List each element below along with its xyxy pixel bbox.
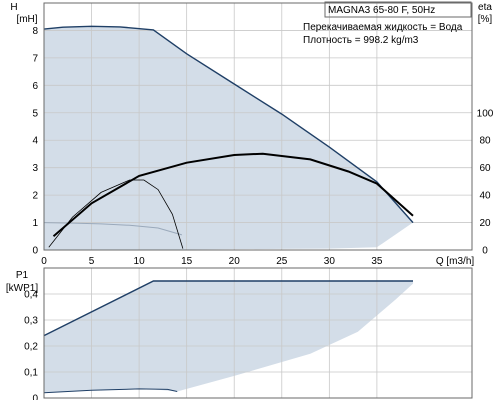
top-plot-frame [43, 2, 473, 251]
y-tick-label: 8 [32, 26, 38, 37]
x-tick-label: 30 [324, 256, 336, 267]
y2-tick-label: 40 [479, 191, 491, 202]
operating-area [44, 26, 414, 251]
power-area [44, 281, 414, 393]
y-tick-label: 4 [32, 136, 38, 147]
y-axis-label-p1: P1 [16, 270, 29, 281]
y-tick-label: 6 [32, 81, 38, 92]
y-tick-label: 3 [32, 163, 38, 174]
p1-tick-label: 0,1 [24, 368, 38, 379]
bottom-chart-header: P1 [kWP1] [6, 270, 38, 294]
x-tick-label: 20 [229, 256, 241, 267]
top-chart-header: H [mH] eta [%] [10, 2, 492, 25]
p1-tick-label: 0,2 [24, 342, 38, 353]
p1-tick-label: 0,3 [24, 316, 38, 327]
y2-tick-label: 20 [479, 218, 491, 229]
y-tick-label: 5 [32, 108, 38, 119]
x-tick-label: 15 [181, 256, 193, 267]
y-tick-label: 0 [32, 246, 38, 257]
y-axis-label-h: H [10, 2, 17, 13]
bottom-plot-frame [43, 267, 473, 399]
x-tick-label: 25 [276, 256, 288, 267]
y-tick-label: 1 [32, 218, 38, 229]
y-axis-unit-h: [mH] [16, 14, 37, 25]
y-tick-label: 2 [32, 191, 38, 202]
eta-max-curve [52, 152, 414, 238]
power-min-curve [43, 388, 178, 394]
power-max-curve [43, 280, 413, 337]
x-tick-label: 5 [89, 256, 95, 267]
y2-axis-label-eta: eta [478, 2, 492, 13]
x-tick-label: 35 [371, 256, 383, 267]
y2-tick-label: 100 [477, 108, 494, 119]
y2-tick-label: 0 [482, 246, 488, 257]
x-axis-label: Q [m3/h] [436, 256, 475, 267]
x-tick-label: 0 [41, 256, 47, 267]
p1-tick-label: 0,4 [24, 290, 38, 301]
eta-min-curve [48, 179, 184, 249]
y-axis-unit-p1: [kWP1] [6, 283, 38, 294]
title-box [324, 1, 472, 18]
note-density: Плотность = 998.2 kg/m3 [303, 35, 419, 46]
note-liquid: Перекачиваемая жидкость = Вода [303, 22, 463, 33]
p1-tick-label: 0 [32, 394, 38, 400]
power-plot: 0 0,1 0,2 0,3 0,4 [24, 267, 473, 400]
y2-tick-label: 80 [479, 136, 491, 147]
y2-tick-label: 60 [479, 163, 491, 174]
y-tick-label: 7 [32, 53, 38, 64]
max-head-curve [43, 25, 414, 224]
x-tick-label: 10 [134, 256, 146, 267]
y2-axis-unit-eta: [%] [478, 14, 493, 25]
chart-title: MAGNA3 65-80 F, 50Hz [328, 5, 435, 16]
